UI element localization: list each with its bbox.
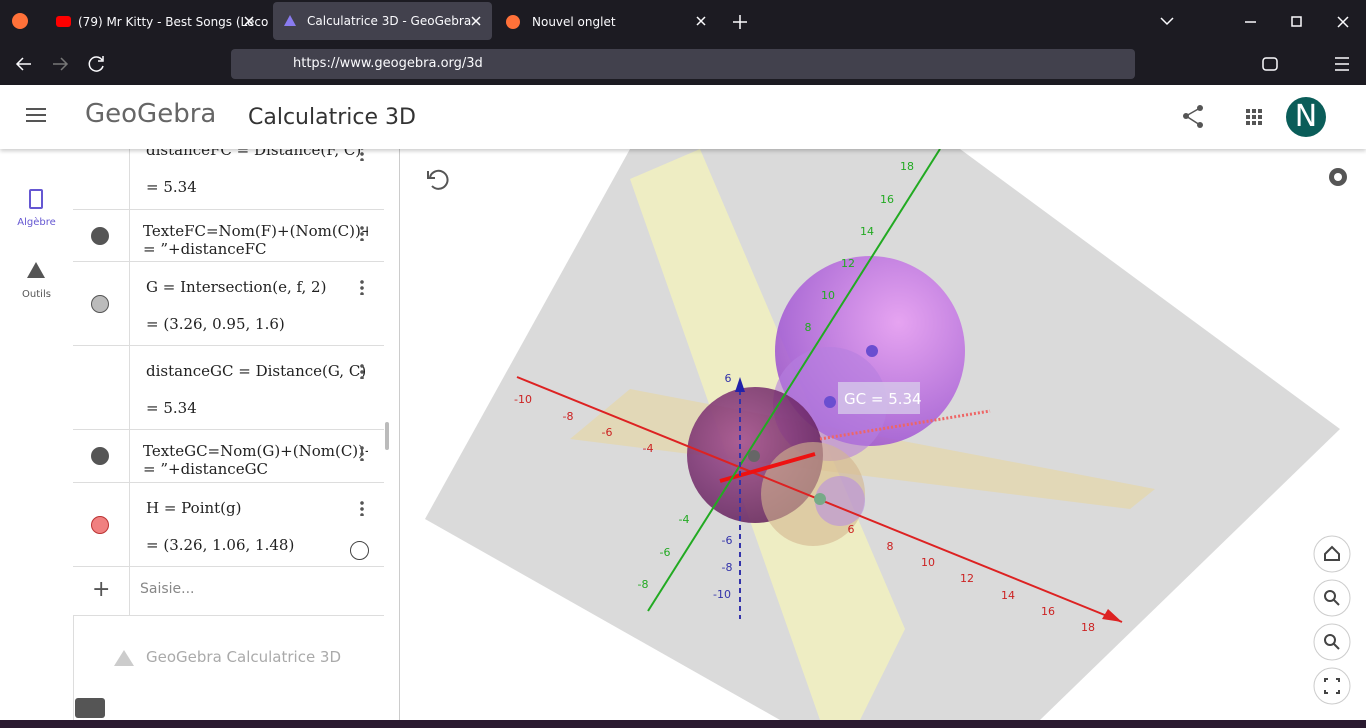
axis-label: 14 [860,225,874,238]
axis-label: -10 [514,393,532,406]
axis-label: 14 [1001,589,1015,602]
definition[interactable]: distanceGC = Distance(G, C) [146,362,367,380]
logo[interactable]: GeoGebra [85,99,217,129]
axis-label: 16 [880,193,894,206]
value: = ”+distanceGC [143,460,269,478]
browser-icons [15,15,1349,72]
axis-label: -10 [713,588,731,601]
tab-active[interactable]: Calculatrice 3D - GeoGebra [273,2,492,40]
close-tab[interactable] [471,16,481,26]
app-title: Calculatrice 3D [248,105,416,130]
app-header: GeoGebra Calculatrice 3D N [0,85,1366,149]
pocket[interactable] [1262,57,1278,71]
tab[interactable]: (79) Mr Kitty - Best Songs (Leco [78,15,269,29]
scrollbar[interactable] [385,422,389,450]
tools-tab[interactable]: Outils [22,289,51,300]
axis-label: 8 [805,321,812,334]
graphics-label: GC = 5.34 [844,390,922,408]
algebra-row[interactable]: TexteGC=Nom(G)+(Nom(C))+ = ”+distanceGC [73,430,384,483]
axis-label: 16 [1041,605,1055,618]
reload[interactable] [88,56,104,72]
algebra-row[interactable]: distanceFC = Distance(F, C) = 5.34 [73,141,384,210]
axis-label: -6 [602,426,613,439]
definition[interactable]: G = Intersection(e, f, 2) [146,278,327,296]
keyboard-button[interactable] [75,698,105,718]
forward [53,57,69,71]
algebra-row[interactable]: G = Intersection(e, f, 2) = (3.26, 0.95,… [73,262,384,346]
axis-label: 18 [1081,621,1095,634]
axis-label: -6 [660,546,671,559]
axis-label: -4 [679,513,690,526]
visibility-toggle[interactable] [91,295,109,313]
axis-label: -4 [643,442,654,455]
visibility-toggle[interactable] [91,516,109,534]
axis-label: 10 [821,289,835,302]
url[interactable]: https://www.geogebra.org/3d [293,56,483,71]
address-bar[interactable] [231,49,1135,79]
close-tab[interactable] [244,16,254,26]
algebra-icon[interactable] [29,189,43,209]
tools-icon[interactable] [27,262,45,278]
tab-icon [56,16,71,27]
definition[interactable]: H = Point(g) [146,499,242,517]
value: = (3.26, 0.95, 1.6) [146,315,285,333]
axis-label: -8 [638,578,649,591]
input-row[interactable]: + Saisie... [73,567,384,616]
restore[interactable] [1291,16,1302,27]
axis-label: -8 [563,410,574,423]
app-menu[interactable] [1335,57,1349,71]
header-icons [1183,105,1262,128]
definition[interactable]: TexteFC=Nom(F)+(Nom(C))+ [143,222,368,240]
text-icon[interactable] [91,447,109,465]
value: = 5.34 [146,399,197,417]
tab-icon [506,15,520,29]
zoom-in[interactable] [1313,579,1351,617]
axis-label: 10 [921,556,935,569]
tab-icon [284,15,296,26]
close-window[interactable] [1337,16,1349,28]
graphics-view: GC = 5.34 -10 -8 -6 -4 6 8 10 12 14 16 18 18 16 14 12 1… [425,149,1351,720]
avatar[interactable]: N [1286,97,1326,137]
play-button[interactable] [350,541,369,560]
value: = (3.26, 1.06, 1.48) [146,536,295,554]
fullscreen[interactable] [1313,667,1351,705]
menu[interactable] [26,107,46,123]
axis-label: -8 [722,561,733,574]
algebra-row[interactable]: distanceGC = Distance(G, C) = 5.34 [73,346,384,430]
algebra-row[interactable]: H = Point(g) = (3.26, 1.06, 1.48) [73,483,384,567]
firefox-menu[interactable] [12,13,28,29]
zoom-out[interactable] [1313,623,1351,661]
taskbar [0,720,1366,728]
close-tab[interactable] [696,16,706,26]
footer-icon [114,650,134,666]
axis-label: 12 [960,572,974,585]
value: = 5.34 [146,178,197,196]
input-placeholder[interactable]: Saisie... [140,581,195,597]
axis-label: -6 [722,534,733,547]
axis-label: 18 [900,160,914,173]
axis-label: 8 [887,540,894,553]
algebra-row[interactable]: TexteFC=Nom(F)+(Nom(C))+ = ”+distanceFC [73,210,384,262]
tab[interactable]: Nouvel onglet [532,15,616,29]
sidebar [0,149,73,720]
footer: GeoGebra Calculatrice 3D [146,648,342,666]
back[interactable] [15,57,31,71]
algebra-tab[interactable]: Algèbre [17,217,56,228]
text-icon[interactable] [91,227,109,245]
home-button[interactable] [1313,535,1351,573]
axis-label: 6 [725,372,732,385]
definition[interactable]: TexteGC=Nom(G)+(Nom(C))+ [143,442,368,460]
axis-label: 12 [841,257,855,270]
tab-list[interactable] [1160,17,1174,26]
new-tab[interactable] [733,15,747,29]
value: = ”+distanceFC [143,240,267,258]
axis-label: 6 [848,523,855,536]
